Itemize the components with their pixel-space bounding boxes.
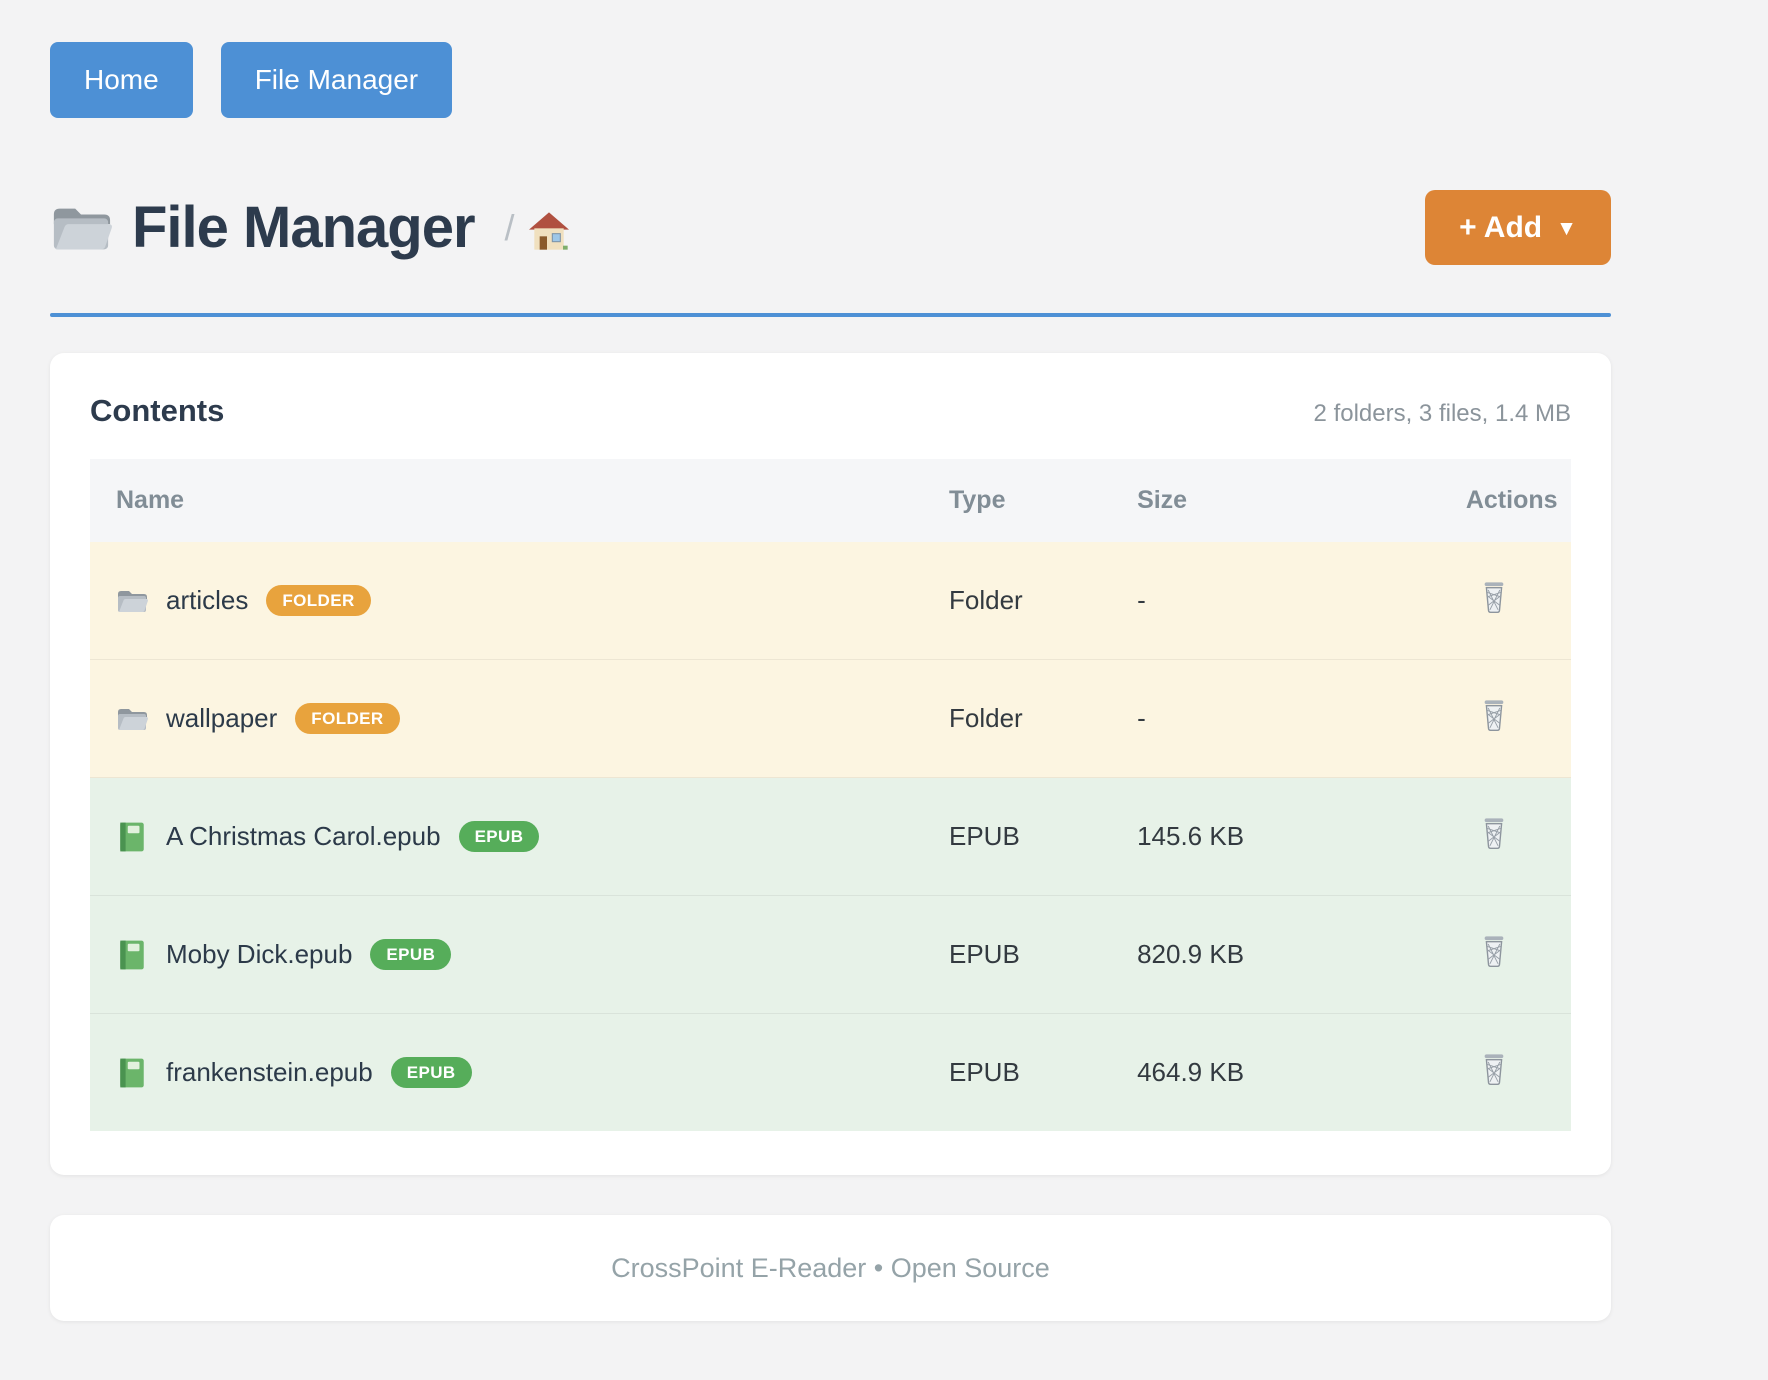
- contents-summary: 2 folders, 3 files, 1.4 MB: [1313, 400, 1571, 427]
- file-type: Folder: [948, 585, 1023, 615]
- nav-home-button[interactable]: Home: [50, 42, 193, 118]
- column-header-actions: Actions: [1465, 459, 1571, 542]
- file-type: EPUB: [948, 1057, 1020, 1087]
- delete-button[interactable]: [1480, 1051, 1508, 1087]
- delete-button[interactable]: [1480, 697, 1508, 733]
- book-icon: [116, 939, 148, 971]
- page-title: File Manager: [132, 195, 476, 260]
- delete-button[interactable]: [1480, 933, 1508, 969]
- delete-button[interactable]: [1480, 579, 1508, 615]
- file-name[interactable]: wallpaper: [166, 703, 278, 733]
- column-header-size: Size: [1137, 459, 1466, 542]
- header-divider: [50, 313, 1611, 317]
- panel-head: Contents 2 folders, 3 files, 1.4 MB: [90, 393, 1571, 429]
- book-icon: [116, 821, 148, 853]
- add-button[interactable]: + Add ▼: [1425, 190, 1611, 265]
- contents-panel: Contents 2 folders, 3 files, 1.4 MB Name…: [50, 353, 1611, 1175]
- footer: CrossPoint E-Reader • Open Source: [50, 1215, 1611, 1321]
- epub-badge: EPUB: [458, 821, 540, 852]
- breadcrumb-separator: /: [504, 206, 515, 248]
- file-size: -: [1137, 585, 1146, 615]
- breadcrumb-home-icon[interactable]: [527, 211, 571, 251]
- file-type: EPUB: [948, 939, 1020, 969]
- table-row-wallpaper: wallpaper FOLDER Folder -: [90, 659, 1571, 778]
- column-header-name: Name: [90, 459, 949, 542]
- table-header-row: Name Type Size Actions: [90, 459, 1571, 542]
- file-size: 145.6 KB: [1137, 821, 1245, 851]
- file-type: EPUB: [948, 821, 1020, 851]
- table-row-articles: articles FOLDER Folder -: [90, 542, 1571, 660]
- page-content: Home File Manager File Manager /: [50, 0, 1611, 1321]
- file-name[interactable]: Moby Dick.epub: [166, 939, 353, 969]
- nav-file-manager-button[interactable]: File Manager: [220, 42, 453, 118]
- page-header: File Manager / + Add ▼: [50, 190, 1611, 265]
- table-row-christmas-carol: A Christmas Carol.epub EPUB EPUB 145.6 K…: [90, 777, 1571, 896]
- file-name[interactable]: A Christmas Carol.epub: [166, 821, 441, 851]
- top-nav: Home File Manager: [50, 0, 1611, 118]
- panel-title: Contents: [90, 393, 225, 428]
- column-header-type: Type: [948, 459, 1138, 542]
- delete-button[interactable]: [1480, 815, 1508, 851]
- file-type: Folder: [948, 703, 1023, 733]
- epub-badge: EPUB: [370, 939, 452, 970]
- file-name[interactable]: frankenstein.epub: [166, 1057, 373, 1087]
- epub-badge: EPUB: [390, 1057, 472, 1088]
- folder-icon: [116, 703, 148, 735]
- folder-badge: FOLDER: [266, 585, 371, 616]
- file-size: 464.9 KB: [1137, 1057, 1245, 1087]
- files-table: Name Type Size Actions articles FOLDER F: [90, 459, 1571, 1131]
- add-button-label: + Add: [1459, 210, 1543, 244]
- folder-icon: [50, 202, 112, 254]
- folder-icon: [116, 585, 148, 617]
- file-size: 820.9 KB: [1137, 939, 1245, 969]
- file-name[interactable]: articles: [166, 585, 249, 615]
- file-size: -: [1137, 703, 1146, 733]
- footer-text: CrossPoint E-Reader • Open Source: [611, 1252, 1050, 1283]
- folder-badge: FOLDER: [295, 703, 400, 734]
- caret-down-icon: ▼: [1556, 216, 1577, 240]
- book-icon: [116, 1057, 148, 1089]
- table-row-frankenstein: frankenstein.epub EPUB EPUB 464.9 KB: [90, 1013, 1571, 1131]
- table-row-moby-dick: Moby Dick.epub EPUB EPUB 820.9 KB: [90, 895, 1571, 1014]
- title-group: File Manager /: [50, 194, 571, 261]
